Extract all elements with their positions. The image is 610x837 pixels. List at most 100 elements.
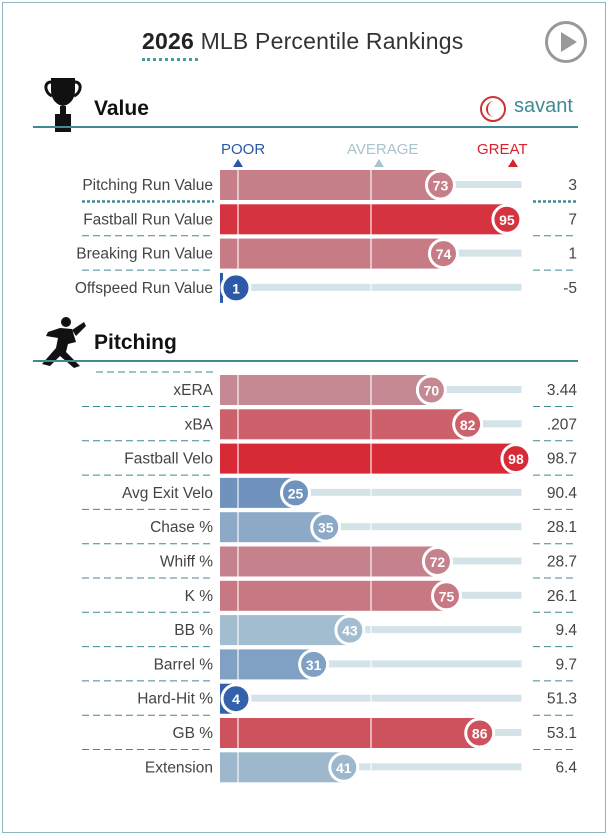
title-text: MLB Percentile Rankings xyxy=(200,28,464,54)
section-divider-value xyxy=(33,126,578,128)
percentile-bar xyxy=(220,512,326,543)
percentile-label: 1 xyxy=(232,280,240,296)
percentile-circle xyxy=(464,717,496,749)
category-label: Fastball Velo xyxy=(124,451,213,468)
value-label: 90.4 xyxy=(547,485,578,502)
percentile-label: 74 xyxy=(436,246,452,262)
percentile-circle xyxy=(280,477,311,509)
category-label: Pitching Run Value xyxy=(82,177,213,194)
value-label: 28.7 xyxy=(547,554,577,571)
percentile-circle xyxy=(500,443,532,475)
percentile-label: 35 xyxy=(318,520,334,536)
value-label: 3.44 xyxy=(547,382,578,399)
category-label: Avg Exit Velo xyxy=(122,485,213,502)
category-label: Offspeed Run Value xyxy=(75,280,213,297)
baseball-icon xyxy=(480,96,506,122)
value-label: 6.4 xyxy=(555,759,577,776)
value-label: 53.1 xyxy=(547,725,577,742)
value-label: 1 xyxy=(568,246,577,263)
percentile-bar xyxy=(220,718,480,748)
percentile-label: 72 xyxy=(430,554,446,570)
poor-triangle-icon xyxy=(233,159,243,167)
category-label: Hard-Hit % xyxy=(137,691,213,708)
value-label: 28.1 xyxy=(547,519,577,536)
percentile-circle xyxy=(310,511,342,543)
percentile-label: 25 xyxy=(288,485,304,501)
percentile-bar xyxy=(220,615,350,646)
percentile-circle xyxy=(220,683,252,715)
scale-label-poor: POOR xyxy=(221,141,266,158)
category-label: GB % xyxy=(173,725,214,742)
percentile-label: 31 xyxy=(306,657,322,673)
percentile-circle xyxy=(452,408,484,440)
percentile-bar xyxy=(220,443,516,474)
percentile-circle xyxy=(424,169,456,201)
percentile-bar xyxy=(220,580,447,611)
category-label: xBA xyxy=(185,416,214,433)
average-triangle-icon xyxy=(374,159,384,167)
value-label: 3 xyxy=(568,177,577,194)
percentile-circle xyxy=(334,614,366,646)
percentile-bar xyxy=(220,649,314,680)
title-year: 2026 xyxy=(142,28,194,54)
page-title: 2026 MLB Percentile Rankings xyxy=(142,28,463,55)
category-label: Breaking Run Value xyxy=(76,246,213,263)
percentile-bar xyxy=(220,204,507,235)
title-underline xyxy=(142,58,198,61)
scale-label-average: AVERAGE xyxy=(347,141,419,158)
percentile-label: 70 xyxy=(424,383,440,399)
percentile-circle xyxy=(328,751,360,783)
great-triangle-icon xyxy=(508,159,518,167)
category-label: Chase % xyxy=(150,519,213,536)
chart-section-1: xERA 3.44 xBA .207 Fastball Velo 98.7 Avg Exit… xyxy=(82,371,578,785)
value-label: 9.4 xyxy=(555,622,577,639)
value-label: 26.1 xyxy=(547,588,577,605)
percentile-label: 95 xyxy=(499,212,515,228)
category-label: Fastball Run Value xyxy=(83,211,213,228)
percentile-circle xyxy=(421,546,453,577)
percentile-bar xyxy=(220,409,468,440)
percentile-label: 82 xyxy=(460,417,476,433)
category-label: BB % xyxy=(174,622,213,639)
percentile-circle xyxy=(415,374,447,406)
category-label: Extension xyxy=(145,759,213,776)
play-icon[interactable] xyxy=(545,21,587,63)
percentile-bar xyxy=(220,752,344,783)
percentile-circle xyxy=(431,580,462,612)
percentile-label: 43 xyxy=(342,623,358,639)
chart-section-0: Pitching Run Value 3 Fastball Run Value 7 Br… xyxy=(75,169,577,306)
percentile-bar xyxy=(220,238,444,269)
value-label: 98.7 xyxy=(547,451,577,468)
percentile-bar xyxy=(220,546,438,577)
value-label: 7 xyxy=(568,211,577,228)
pitcher-icon xyxy=(42,317,86,368)
category-label: K % xyxy=(185,588,214,605)
percentile-label: 41 xyxy=(336,760,352,776)
percentile-bar xyxy=(220,375,432,405)
percentile-label: 4 xyxy=(232,691,240,707)
value-label: -5 xyxy=(563,280,577,297)
value-label: .207 xyxy=(547,416,577,433)
category-label: Barrel % xyxy=(154,656,214,673)
percentile-circle xyxy=(427,238,459,270)
scale-label-great: GREAT xyxy=(477,141,528,158)
section-title-pitching: Pitching xyxy=(94,331,177,354)
percentile-label: 75 xyxy=(439,588,455,604)
percentile-circle xyxy=(298,648,330,680)
trophy-icon xyxy=(44,78,82,132)
section-title-value: Value xyxy=(94,97,149,120)
percentile-circle xyxy=(491,203,523,235)
category-label: Whiff % xyxy=(160,554,213,571)
percentile-label: 98 xyxy=(508,451,524,467)
percentile-circle xyxy=(220,272,252,304)
value-label: 51.3 xyxy=(547,691,577,708)
section-divider-pitching xyxy=(33,360,578,362)
percentile-bar xyxy=(220,170,441,200)
category-label: xERA xyxy=(173,382,213,399)
value-label: 9.7 xyxy=(555,656,577,673)
percentile-label: 86 xyxy=(472,726,488,742)
savant-text: savant xyxy=(514,95,573,117)
percentile-label: 73 xyxy=(433,178,449,194)
